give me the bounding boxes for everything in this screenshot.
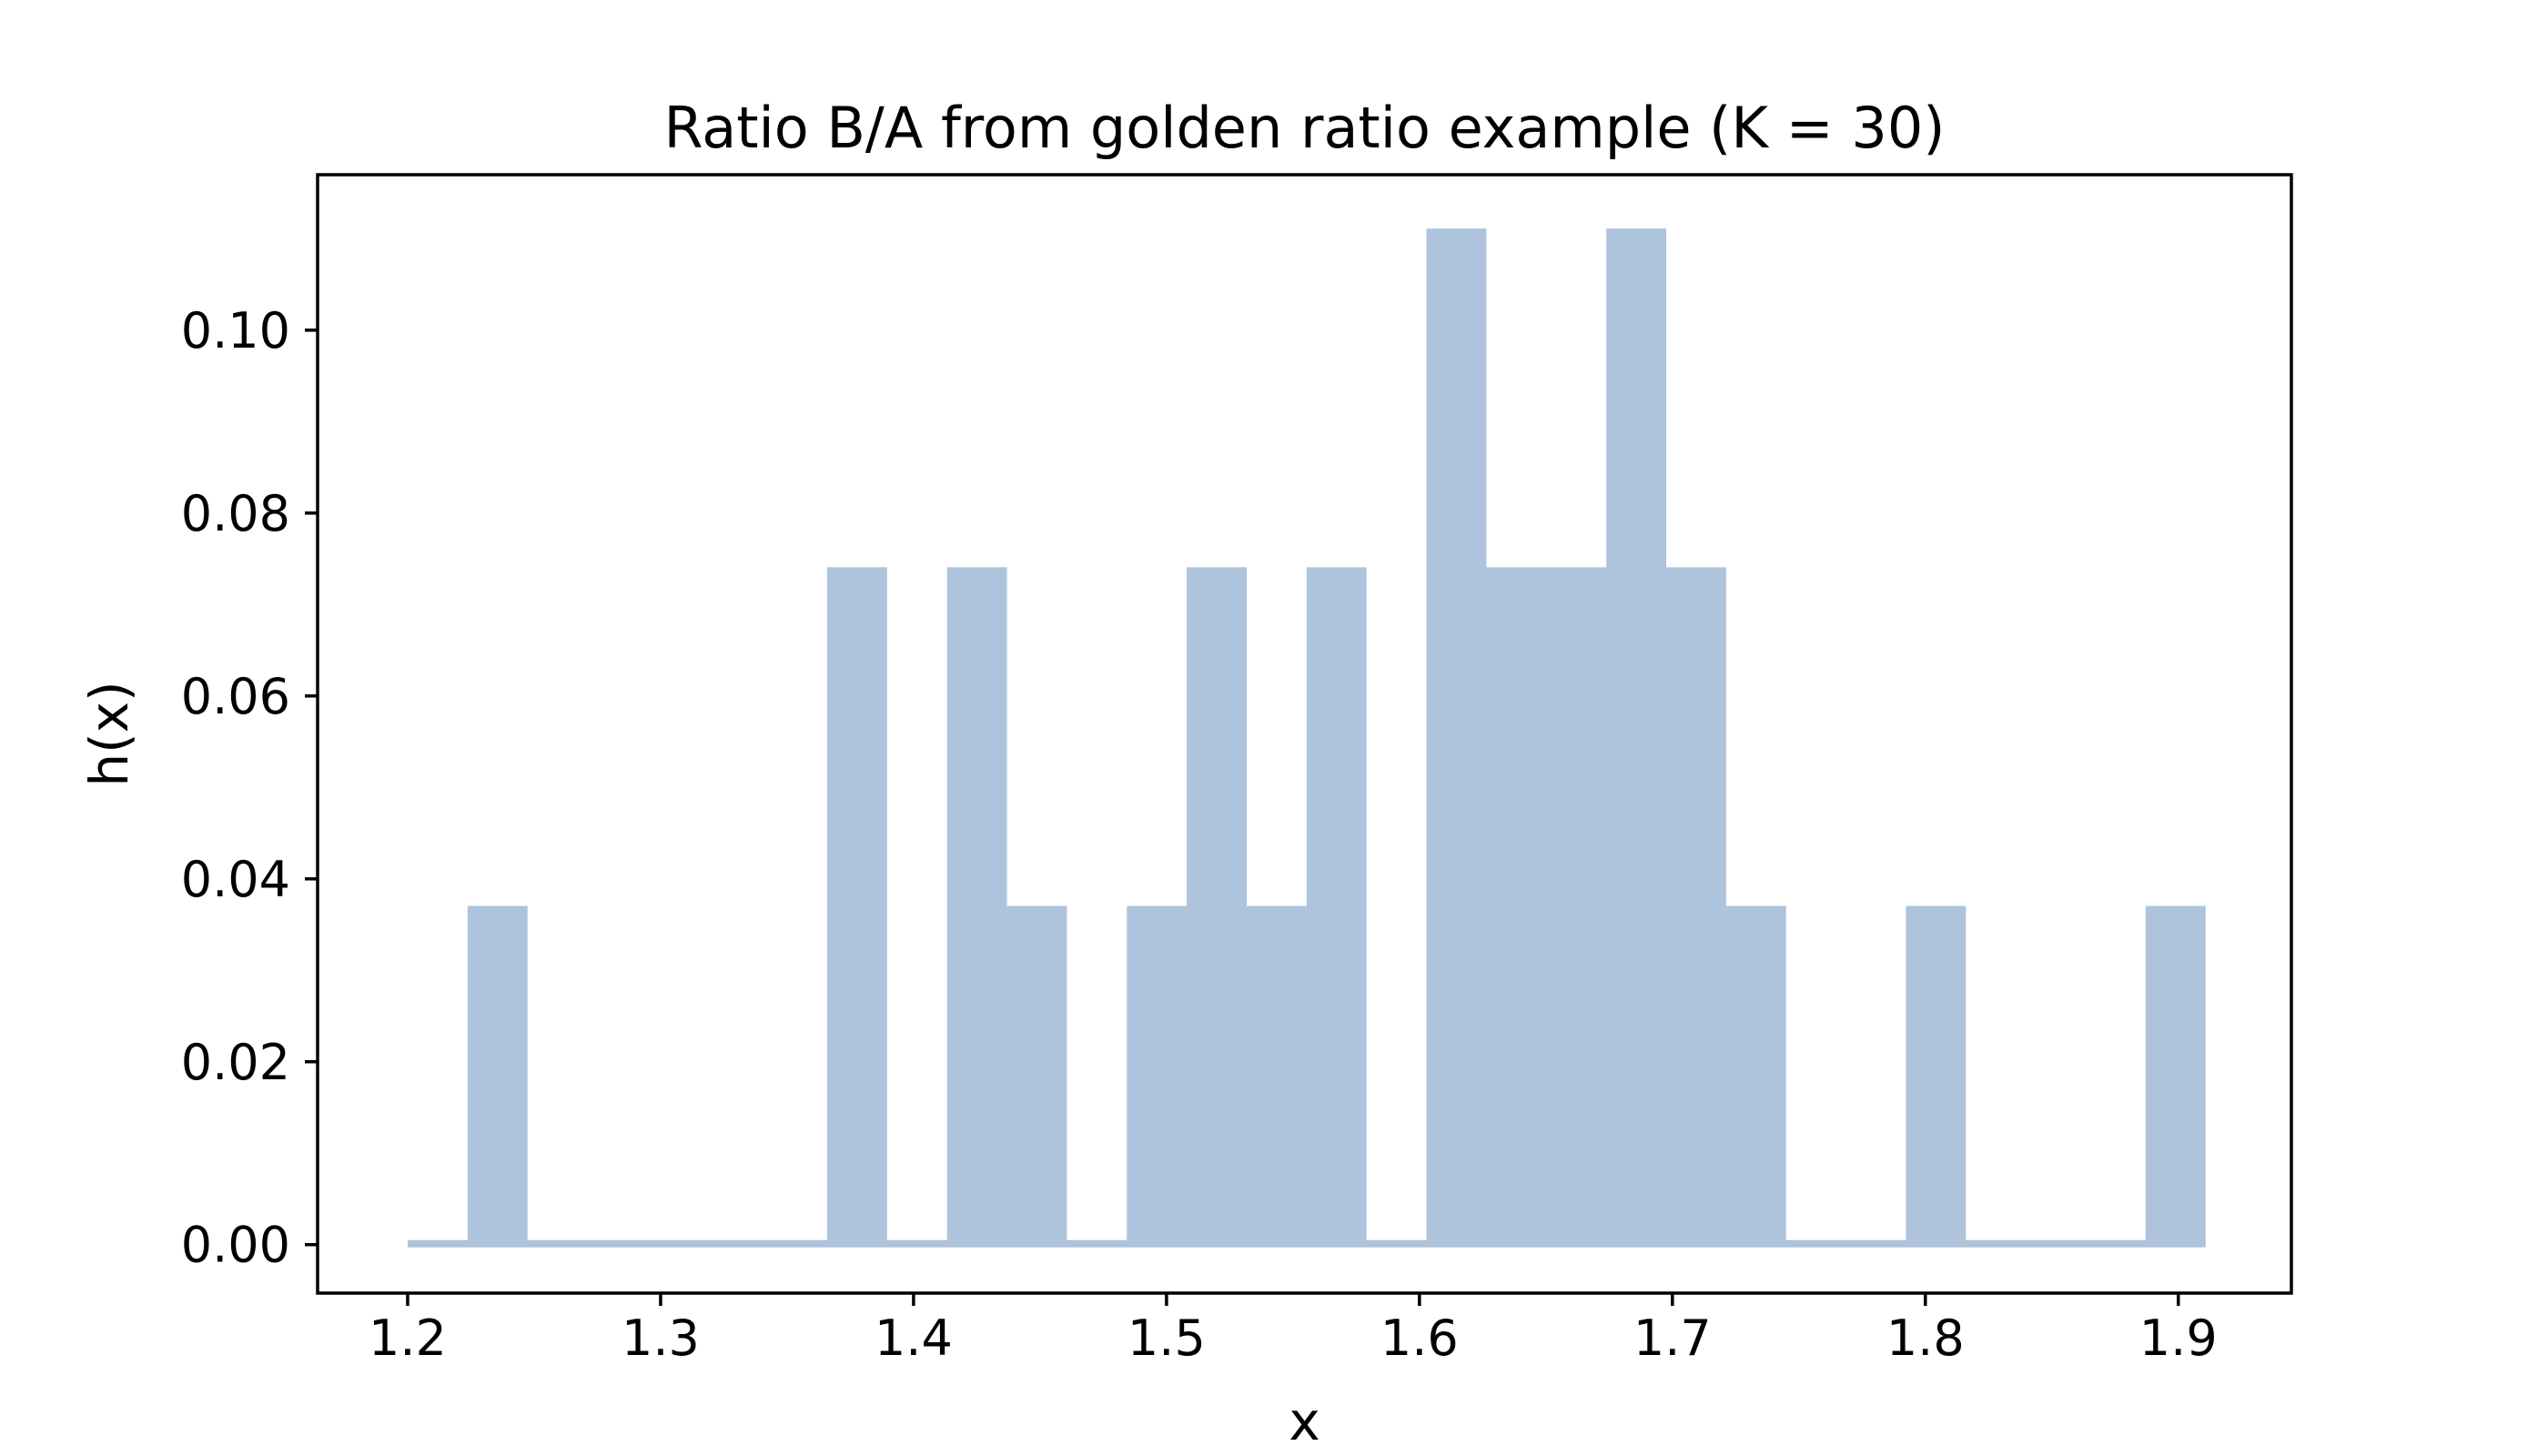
histogram-bar (1606, 228, 1667, 1245)
y-axis-label: h(x) (78, 681, 140, 786)
histogram-bar (467, 905, 528, 1245)
histogram-bar (1246, 905, 1307, 1245)
x-tick-label: 1.7 (1633, 1309, 1712, 1367)
x-axis-label: x (1289, 1390, 1320, 1452)
x-tick-label: 1.8 (1886, 1309, 1965, 1367)
y-tick-label: 0.04 (181, 851, 290, 908)
histogram-bar (946, 567, 1007, 1245)
histogram-bar (1906, 905, 1967, 1245)
x-tick-label: 1.6 (1380, 1309, 1459, 1367)
histogram-bar (1725, 905, 1786, 1245)
y-tick-label: 0.08 (181, 485, 290, 542)
plot-border-group (316, 173, 2293, 1295)
chart-title: Ratio B/A from golden ratio example (K =… (664, 95, 1946, 161)
histogram-bar (1127, 905, 1188, 1245)
x-tick-label: 1.2 (369, 1309, 447, 1367)
x-tick-label: 1.4 (875, 1309, 953, 1367)
histogram-bar (1187, 567, 1247, 1245)
plot-border (316, 173, 2293, 1295)
bars-group (467, 228, 2206, 1245)
histogram-bar (1486, 567, 1547, 1245)
histogram-bar (1426, 228, 1487, 1245)
y-tick-label: 0.02 (181, 1034, 290, 1091)
y-axis-ticks-group: 0.00 0.02 0.04 0.06 0.08 0.10 (181, 302, 318, 1274)
histogram-bar (2145, 905, 2206, 1245)
x-axis-ticks-group: 1.2 1.3 1.4 1.5 1.6 1.7 1.8 1.9 (369, 1293, 2218, 1367)
histogram-bar (1666, 567, 1726, 1245)
x-tick-label: 1.9 (2139, 1309, 2218, 1367)
histogram-bar (1306, 567, 1367, 1245)
histogram-bar (1546, 567, 1607, 1245)
histogram-bar (826, 567, 887, 1245)
x-tick-label: 1.5 (1127, 1309, 1206, 1367)
y-tick-label: 0.10 (181, 302, 290, 359)
x-tick-label: 1.3 (622, 1309, 700, 1367)
y-tick-label: 0.06 (181, 668, 290, 725)
histogram-bar (1006, 905, 1067, 1245)
y-tick-label: 0.00 (181, 1217, 290, 1274)
